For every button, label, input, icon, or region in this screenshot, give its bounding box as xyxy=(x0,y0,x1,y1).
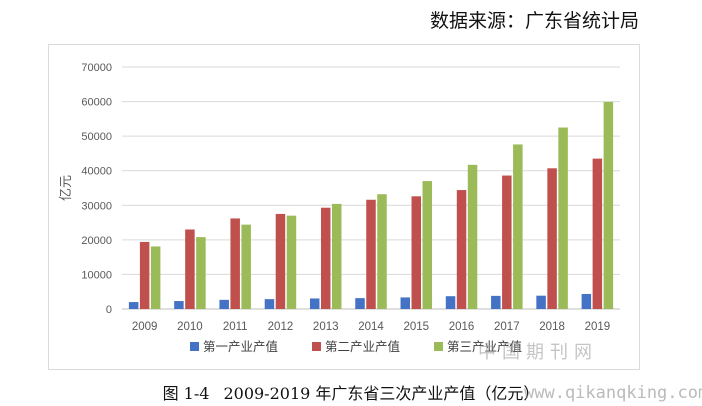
watermark-site-name: 中国期刊网 xyxy=(478,342,598,363)
figure-caption-text: 2009-2019 年广东省三次产业产值（亿元） xyxy=(223,384,540,403)
bar-tertiary-2013 xyxy=(331,203,342,309)
bar-tertiary-2012 xyxy=(286,215,297,309)
bar-tertiary-2014 xyxy=(377,194,387,309)
bar-primary-2009 xyxy=(128,302,139,309)
bar-secondary-2009 xyxy=(139,241,150,309)
legend-label-tertiary: 第三产业产值 xyxy=(447,339,522,354)
x-tick-label: 2013 xyxy=(313,321,339,333)
y-tick-label: 30000 xyxy=(81,200,112,212)
bar-secondary-2016 xyxy=(456,190,467,309)
watermark-url: www.qikanqking.com xyxy=(524,383,702,403)
bar-secondary-2018 xyxy=(547,168,557,309)
x-tick-label: 2016 xyxy=(449,321,475,333)
bar-primary-2017 xyxy=(491,295,501,309)
bar-primary-2013 xyxy=(309,298,320,309)
legend-swatch-primary xyxy=(190,342,199,351)
y-tick-label: 70000 xyxy=(81,62,112,74)
legend-label-primary: 第一产业产值 xyxy=(203,339,278,354)
bar-primary-2016 xyxy=(445,296,456,309)
bar-primary-2010 xyxy=(174,301,184,309)
bar-primary-2018 xyxy=(536,295,546,309)
x-tick-label: 2009 xyxy=(132,321,158,333)
bar-tertiary-2015 xyxy=(422,181,433,309)
bar-secondary-2013 xyxy=(320,207,331,309)
bar-primary-2011 xyxy=(219,299,229,309)
data-source-note: 数据来源：广东省统计局 xyxy=(430,10,640,32)
bar-tertiary-2011 xyxy=(241,224,251,309)
x-tick-label: 2011 xyxy=(223,321,248,333)
bar-tertiary-2017 xyxy=(513,144,523,309)
y-tick-label: 20000 xyxy=(81,235,112,247)
y-tick-label: 60000 xyxy=(81,97,112,109)
legend-swatch-secondary xyxy=(312,342,321,351)
bar-secondary-2012 xyxy=(275,213,286,309)
figure-caption: 图 1-4 2009-2019 年广东省三次产业产值（亿元） xyxy=(0,380,702,404)
legend-swatch-tertiary xyxy=(434,342,443,351)
bar-secondary-2015 xyxy=(411,196,422,309)
bar-tertiary-2019 xyxy=(603,101,614,309)
x-tick-label: 2012 xyxy=(268,321,294,333)
bar-primary-2015 xyxy=(400,297,411,309)
bar-secondary-2010 xyxy=(185,229,195,309)
x-tick-label: 2018 xyxy=(539,321,565,333)
legend-label-secondary: 第二产业产值 xyxy=(325,339,400,354)
figure-number: 图 1-4 xyxy=(162,384,210,403)
x-tick-label: 2019 xyxy=(585,321,611,333)
bar-tertiary-2018 xyxy=(558,127,568,309)
y-tick-label: 10000 xyxy=(81,269,112,281)
bar-primary-2014 xyxy=(355,298,365,309)
bar-tertiary-2010 xyxy=(196,237,206,309)
x-tick-label: 2017 xyxy=(494,321,520,333)
bar-primary-2012 xyxy=(264,299,275,309)
y-tick-label: 50000 xyxy=(81,131,112,143)
y-axis-label: 亿元 xyxy=(59,175,74,201)
bar-secondary-2014 xyxy=(366,199,376,309)
bar-secondary-2017 xyxy=(502,175,512,309)
x-tick-label: 2014 xyxy=(358,321,384,333)
bar-secondary-2019 xyxy=(592,158,603,309)
bar-tertiary-2009 xyxy=(150,246,161,309)
bar-secondary-2011 xyxy=(230,218,240,309)
y-tick-label: 40000 xyxy=(81,166,112,178)
x-tick-label: 2010 xyxy=(177,321,203,333)
x-tick-label: 2015 xyxy=(403,321,429,333)
y-tick-label: 0 xyxy=(106,304,112,316)
bar-tertiary-2016 xyxy=(467,164,478,309)
bar-primary-2019 xyxy=(581,293,592,309)
chart-area xyxy=(48,44,640,370)
